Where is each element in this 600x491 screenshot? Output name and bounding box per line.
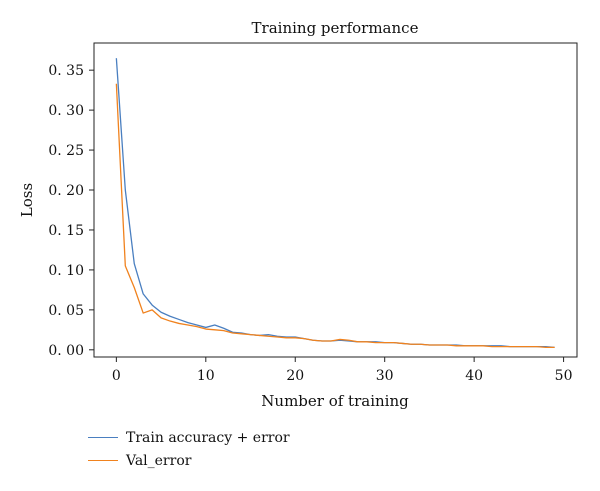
y-tick-label: 0. 05	[48, 303, 84, 319]
y-tick-label: 0. 25	[48, 143, 84, 159]
x-tick-label: 0	[112, 368, 121, 384]
legend-label-val: Val_error	[126, 452, 192, 469]
legend-label-train: Train accuracy + error	[126, 429, 290, 446]
x-tick-label: 10	[197, 368, 215, 384]
x-tick-label: 40	[465, 368, 483, 384]
series-line-train	[115, 58, 555, 349]
plot-frame	[93, 42, 578, 358]
y-tick-label: 0. 20	[48, 183, 84, 199]
x-tick-label: 20	[286, 368, 304, 384]
legend-swatch-val	[88, 460, 118, 461]
x-tick-label: 50	[555, 368, 573, 384]
chart-title: Training performance	[252, 19, 419, 37]
axis-ticks: 0 10 20 30 40 50 0. 00 0. 05 0. 10 0. 15 0. 20 0. 2…	[48, 63, 572, 384]
y-tick-label: 0. 15	[48, 223, 84, 239]
x-tick-label: 30	[376, 368, 394, 384]
x-axis-label: Number of training	[261, 392, 409, 410]
y-tick-label: 0. 10	[48, 263, 84, 279]
legend-item-train: Train accuracy + error	[88, 426, 290, 449]
y-axis-label: Loss	[18, 183, 36, 217]
series-lines	[115, 58, 555, 349]
series-line-val	[115, 83, 555, 349]
y-tick-label: 0. 35	[48, 63, 84, 79]
y-tick-label: 0. 00	[48, 343, 84, 359]
y-tick-label: 0. 30	[48, 103, 84, 119]
legend-swatch-train	[88, 437, 118, 438]
legend: Train accuracy + error Val_error	[88, 426, 290, 472]
legend-item-val: Val_error	[88, 449, 290, 472]
